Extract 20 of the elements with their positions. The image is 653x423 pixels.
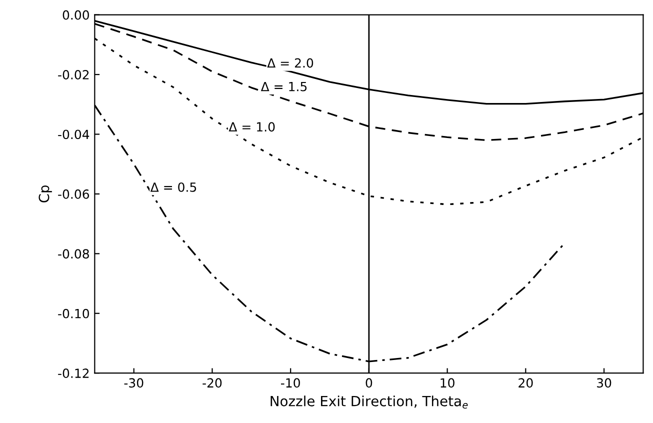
x-tick-label: 10 [440,378,454,388]
y-tick-label: -0.06 [58,189,90,199]
x-tick-label: -10 [280,378,300,388]
y-axis-title: Cp [38,185,52,202]
y-tick-label: -0.12 [58,368,89,378]
y-tick-label: -0.02 [58,70,89,80]
x-tick-label: 0 [366,378,372,388]
x-tick-label: 20 [518,378,533,388]
y-tick-label: -0.04 [58,130,90,140]
annotation: Δ = 0.5 [150,182,196,192]
x-tick-label: 30 [597,378,612,388]
annotation: Δ = 2.0 [267,58,314,68]
x-tick-label: -20 [202,378,222,388]
annotation: Δ = 1.5 [260,82,307,92]
y-tick-label: 0.00 [62,10,89,20]
y-tick-label: -0.08 [58,249,89,259]
x-tick-label: -30 [124,378,144,388]
y-tick-label: -0.10 [58,308,89,318]
annotation: Δ = 1.0 [228,122,275,132]
x-axis-title: Nozzle Exit Direction, Theta$_{e}$ [270,396,468,409]
